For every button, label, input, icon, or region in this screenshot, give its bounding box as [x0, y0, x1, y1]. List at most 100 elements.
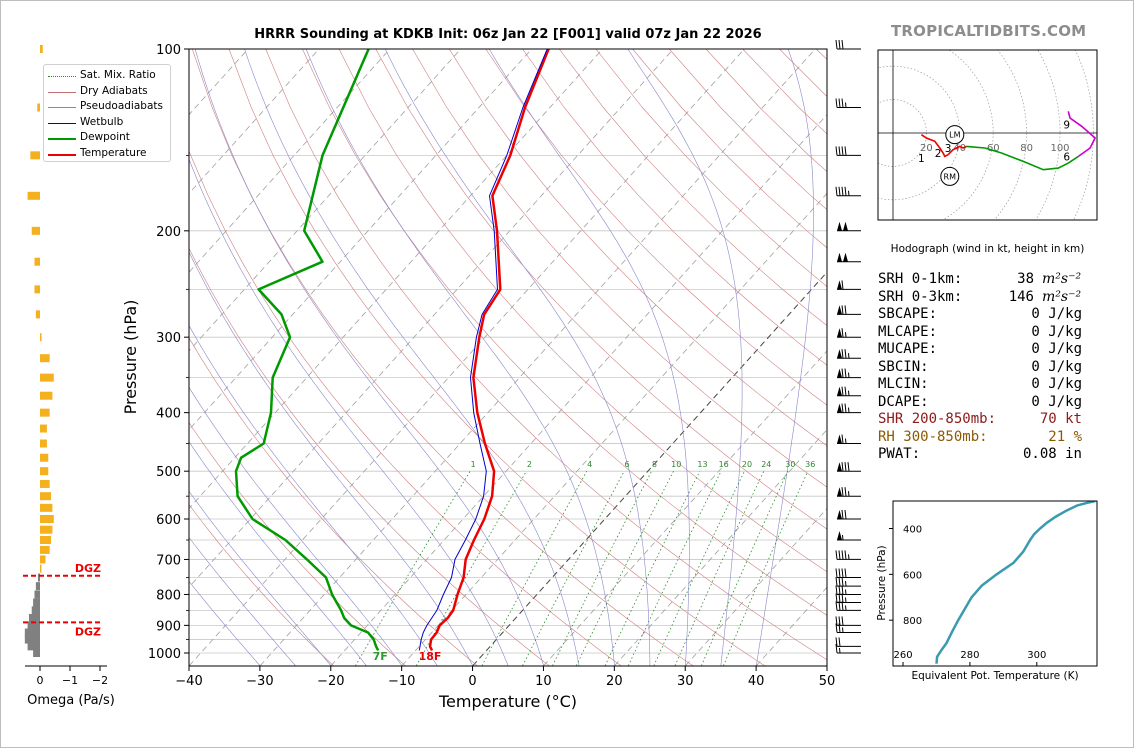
wind-barb-flag: [841, 280, 844, 290]
stat-label: SBCIN:: [878, 358, 929, 375]
y-tick-label: 300: [156, 331, 181, 346]
wind-barb-flag: [835, 637, 838, 647]
omega-bar: [40, 391, 53, 400]
wind-barb-flag: [847, 462, 850, 472]
wind-barb-flag: [844, 462, 847, 472]
dry-adiabat: [189, 504, 334, 666]
hodograph-trace: [947, 145, 967, 156]
wind-barb-half-flag: [845, 589, 847, 595]
omega-bar: [24, 635, 40, 644]
profile-temperature: [428, 49, 550, 651]
hodograph-ring-label: 40: [953, 143, 966, 154]
omega-bar: [33, 649, 40, 657]
mixing-ratio-line: [701, 471, 789, 666]
omega-bar: [35, 582, 40, 591]
x-tick-label: 10: [535, 674, 552, 689]
wind-barb: [837, 252, 861, 263]
stat-value: 0.08 in: [1022, 446, 1082, 462]
y-tick-label: 400: [156, 407, 181, 422]
wind-barb-flag: [835, 601, 838, 611]
wind-barb-flag: [835, 550, 838, 560]
isotherm-line: [472, 271, 827, 666]
isotherm-line: [189, 49, 320, 195]
wind-barb: [835, 637, 861, 647]
stat-row: DCAPE: 0 J/kg: [878, 394, 1093, 412]
wind-barb: [835, 643, 861, 654]
pseudoadiabat: [384, 49, 651, 666]
x-tick-label: −10: [388, 674, 415, 689]
wind-barb-flag: [841, 487, 844, 497]
surface-dewpoint-label: 7F: [373, 650, 388, 663]
hodograph-ring-label: 100: [1050, 143, 1069, 154]
wind-barb-flag: [844, 550, 847, 560]
stat-label: MUCAPE:: [878, 341, 938, 357]
stat-row: MUCAPE: 0 J/kg: [878, 341, 1093, 359]
stat-value: 70 kt: [1039, 411, 1082, 427]
wind-barb-flag: [841, 146, 844, 156]
omega-bar: [34, 285, 40, 294]
wind-barb: [835, 146, 861, 156]
site-name[interactable]: TROPICALTIDBITS.COM: [891, 22, 1087, 40]
stats-panel: SRH 0-1km: 38 m²s⁻² SRH 0-3km: 146 m²s⁻² SBCAP…: [878, 271, 1093, 464]
wind-barb-flag: [838, 585, 841, 595]
y-tick-label: 600: [156, 513, 181, 528]
omega-bar: [37, 573, 40, 582]
mixing-ratio-line: [674, 471, 765, 666]
mixing-ratio-line: [355, 470, 471, 666]
theta-e-area: [935, 501, 1096, 664]
wind-barb-flag: [844, 368, 847, 378]
mixing-ratio-line: [522, 471, 625, 666]
omega-bar: [40, 535, 52, 544]
pseudoadiabat: [244, 49, 580, 666]
wind-barb-flag: [838, 146, 841, 156]
omega-bar: [40, 354, 50, 363]
wind-barb: [837, 328, 861, 338]
skewt-frame: [188, 48, 828, 667]
wind-barb-flag: [835, 98, 838, 108]
stat-value: 0 J/kg: [1031, 358, 1082, 375]
omega-bar: [40, 492, 52, 501]
wind-barb-flag: [838, 616, 841, 626]
dry-adiabat: [338, 49, 827, 573]
omega-bar: [27, 191, 40, 200]
hodograph-ring-label: 60: [987, 143, 1000, 154]
dry-adiabat: [189, 247, 550, 666]
wind-barb-flag: [835, 585, 838, 595]
x-tick-label: 0: [468, 674, 476, 689]
stat-row: SBCAPE: 0 J/kg: [878, 306, 1093, 324]
pseudoadiabat: [189, 580, 261, 666]
pseudoadiabat: [189, 158, 509, 666]
pseudoadiabat: [488, 49, 690, 666]
theta-e-y-tick-label: 400: [903, 525, 922, 536]
wind-barb: [835, 568, 861, 578]
mixing-ratio-label: 20: [742, 460, 752, 469]
stat-value: 0 J/kg: [1031, 393, 1082, 410]
mixing-ratio-label: 8: [652, 460, 657, 469]
wind-barb: [835, 98, 861, 108]
omega-bar: [27, 621, 40, 630]
wind-barb-flag: [838, 186, 841, 196]
hodograph-frame: [877, 49, 1098, 221]
wind-barb-half-flag: [848, 554, 850, 560]
wind-barb-pennant: [837, 386, 842, 396]
chart-title: HRRR Sounding at KDKB Init: 06z Jan 22 […: [254, 27, 762, 42]
pseudoadiabat: [189, 251, 473, 666]
wind-barb-flag: [841, 386, 844, 396]
legend-swatch: [48, 91, 76, 93]
hodograph-area: 20 40 60 80 100 1 2 3 6 9 LM RM: [878, 50, 1097, 220]
wind-barb-half-flag: [848, 390, 850, 396]
wind-barb-flag: [835, 643, 838, 654]
hodograph-trace: [966, 145, 1079, 171]
legend-swatch: [48, 153, 76, 156]
stat-label: RH 300-850mb:: [878, 428, 988, 445]
wind-barb-half-flag: [845, 597, 847, 603]
hodograph-trace: [1067, 111, 1097, 158]
wind-barb-pennant: [837, 510, 842, 519]
omega-bar: [35, 310, 40, 319]
x-axis-label: Temperature (°C): [438, 692, 577, 711]
mixing-ratio-label: 6: [624, 460, 629, 469]
wind-barb-flag: [838, 577, 841, 587]
wind-barb-flag: [841, 462, 844, 472]
wind-barb-flag: [841, 186, 844, 196]
